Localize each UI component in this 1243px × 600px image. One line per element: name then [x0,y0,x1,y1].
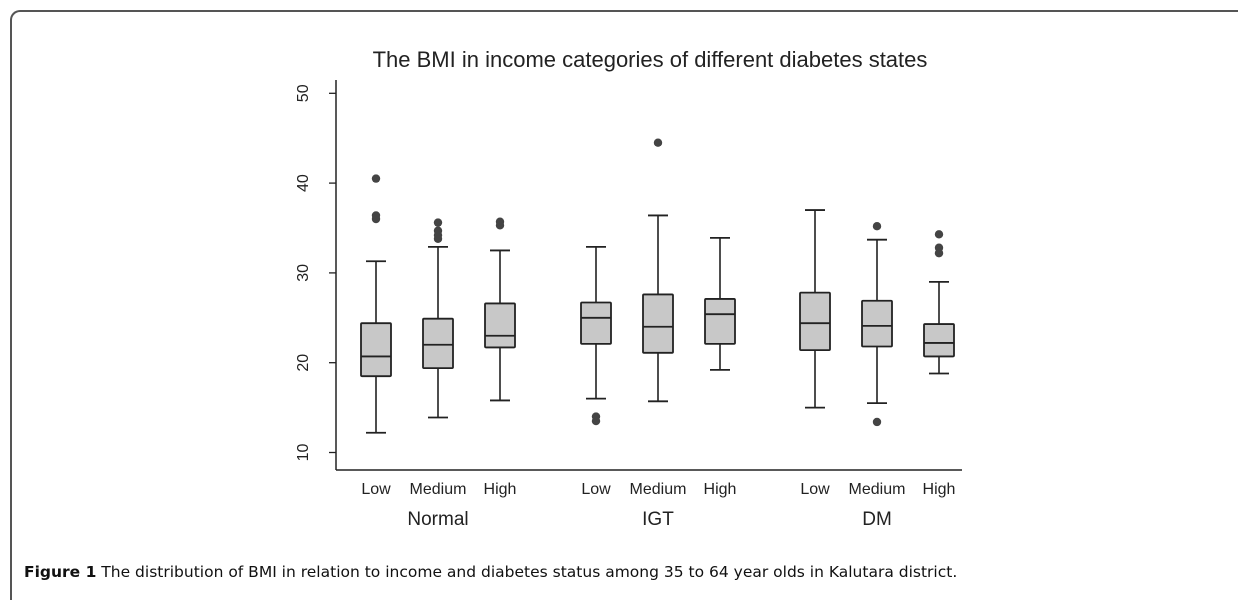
category-label: High [923,481,956,498]
outlier-point [872,222,882,231]
box-iqr [861,299,893,348]
caption-label: Figure 1 [24,563,97,581]
category-label: Medium [410,481,467,498]
box-iqr [642,293,674,354]
outlier-point [371,174,381,183]
box-iqr [704,298,736,345]
box-iqr [422,317,454,369]
category-label: Low [581,481,611,498]
y-tick-label: 10 [295,444,312,462]
box-iqr [799,291,831,352]
outlier-point [872,417,882,427]
outlier-point [371,211,381,220]
category-label: Medium [630,481,687,498]
bmi-boxplot-chart: The BMI in income categories of differen… [295,47,962,530]
group-label: IGT [642,509,674,530]
outlier-point [591,412,601,421]
outlier-point [495,217,505,226]
y-tick-label: 40 [295,174,312,192]
category-label: High [484,481,517,498]
y-tick-label: 20 [295,354,312,372]
group-label: Normal [407,509,468,530]
category-label: Low [800,481,830,498]
chart-title: The BMI in income categories of differen… [373,47,928,72]
box-iqr [484,302,516,349]
y-tick-label: 50 [295,84,312,102]
plot-area: 10 20 30 40 50 Low Medium High Normal Low Medium Hi… [295,80,962,530]
outlier-point [653,138,663,147]
box-iqr [580,301,612,345]
group-label: DM [862,509,892,530]
box-iqr [360,322,392,378]
box-iqr [923,323,955,358]
figure-caption: Figure 1 The distribution of BMI in rela… [24,563,957,581]
category-label: Low [361,481,391,498]
figure-frame [10,10,1238,600]
category-label: Medium [849,481,906,498]
outlier-point [433,218,443,227]
category-label: High [704,481,737,498]
outlier-point [934,230,944,239]
y-tick-label: 30 [295,264,312,282]
outlier-point [934,243,944,252]
caption-text: The distribution of BMI in relation to i… [96,563,958,581]
outlier-point [433,226,443,235]
